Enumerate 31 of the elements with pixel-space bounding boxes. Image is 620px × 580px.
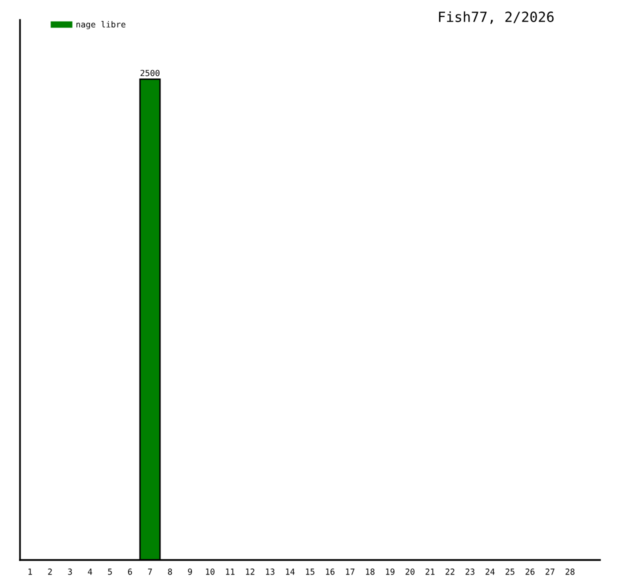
x-tick-label: 24 [486, 568, 495, 575]
legend-label: nage libre [76, 21, 126, 30]
x-tick-label: 11 [226, 568, 234, 575]
x-tick-label: 3 [68, 568, 72, 575]
x-tick-label: 14 [286, 568, 295, 575]
x-tick-label: 4 [88, 568, 92, 575]
x-tick-label: 19 [386, 568, 394, 575]
data-label: 2500 [140, 70, 160, 76]
x-tick-label: 9 [188, 568, 192, 575]
x-tick-label: 13 [266, 568, 274, 575]
x-tick-label: 16 [326, 568, 334, 575]
x-tick-label: 12 [246, 568, 254, 575]
x-tick-label: 26 [526, 568, 534, 575]
x-tick-label: 22 [446, 568, 454, 575]
x-tick-label: 1 [28, 568, 32, 575]
x-tick-label: 28 [566, 568, 574, 575]
x-tick-label: 23 [466, 568, 474, 575]
x-tick-label: 17 [346, 568, 354, 575]
x-tick-label: 2 [48, 568, 52, 575]
x-tick-label: 15 [306, 568, 314, 575]
x-tick-label: 27 [546, 568, 554, 575]
x-tick-label: 25 [506, 568, 514, 575]
x-tick-label: 5 [108, 568, 112, 575]
x-tick-label: 18 [366, 568, 374, 575]
x-tick-label: 7 [148, 568, 152, 575]
x-tick-label: 8 [168, 568, 172, 575]
x-tick-label: 10 [206, 568, 214, 575]
chart-title: Fish77, 2/2026 [439, 11, 554, 24]
x-tick-label: 20 [406, 568, 414, 575]
x-tick-label: 6 [128, 568, 132, 575]
x-tick-label: 21 [426, 568, 434, 575]
